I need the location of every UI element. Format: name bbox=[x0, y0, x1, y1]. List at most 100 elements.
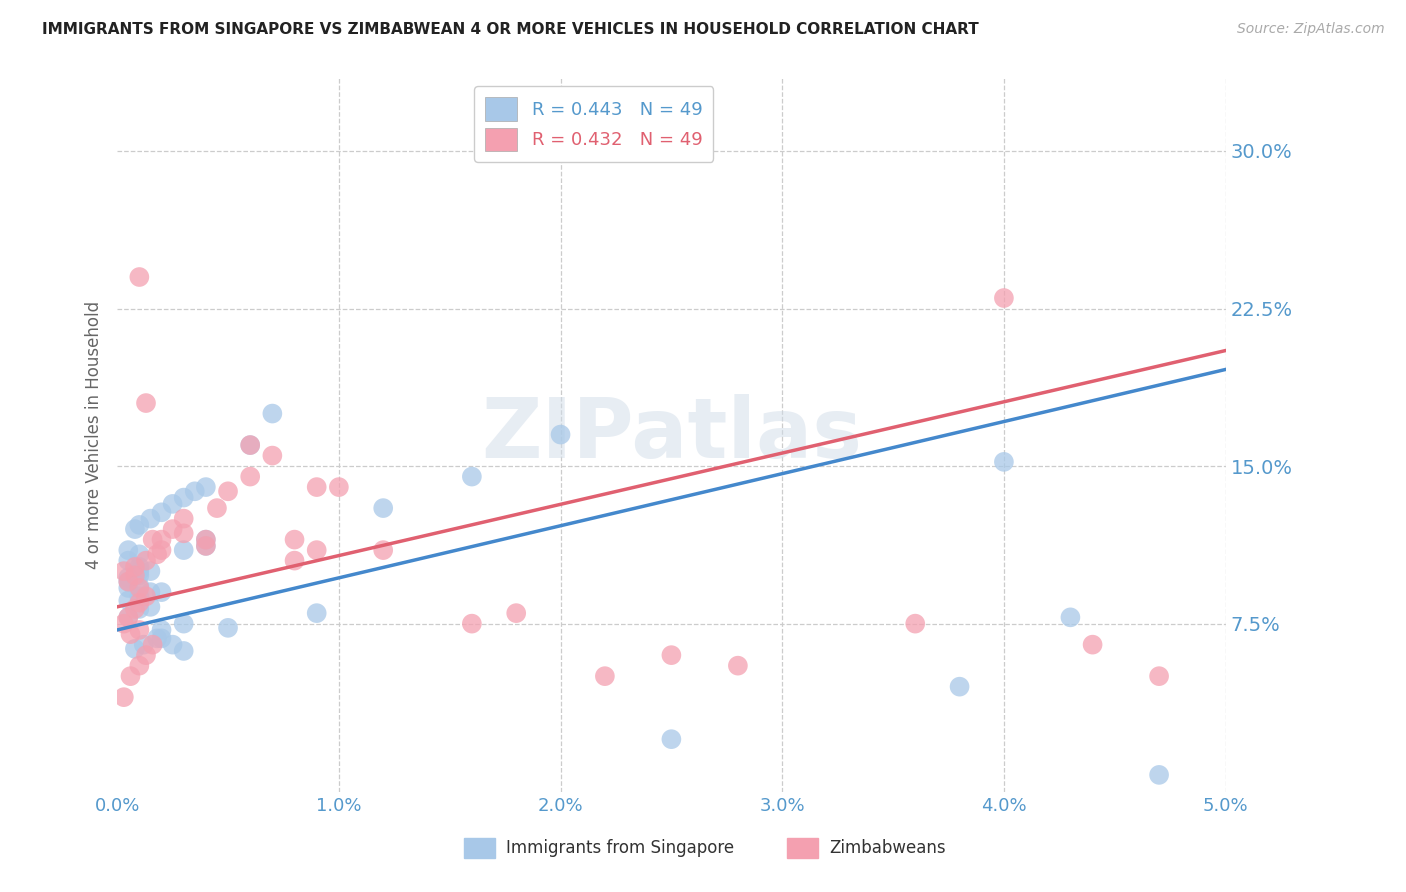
Text: Source: ZipAtlas.com: Source: ZipAtlas.com bbox=[1237, 22, 1385, 37]
Point bbox=[305, 543, 328, 558]
Point bbox=[194, 539, 217, 553]
Point bbox=[239, 438, 262, 452]
Point bbox=[262, 449, 284, 463]
Point bbox=[1147, 669, 1170, 683]
Point bbox=[142, 533, 165, 547]
Point bbox=[128, 623, 150, 637]
Point bbox=[128, 560, 150, 574]
Point bbox=[194, 533, 217, 547]
Point bbox=[162, 497, 184, 511]
Point bbox=[146, 632, 169, 646]
Point bbox=[173, 543, 195, 558]
Point bbox=[283, 533, 305, 547]
Point bbox=[128, 602, 150, 616]
Point bbox=[239, 438, 262, 452]
Text: IMMIGRANTS FROM SINGAPORE VS ZIMBABWEAN 4 OR MORE VEHICLES IN HOUSEHOLD CORRELAT: IMMIGRANTS FROM SINGAPORE VS ZIMBABWEAN … bbox=[42, 22, 979, 37]
Point bbox=[661, 732, 683, 747]
Point bbox=[128, 564, 150, 578]
Point bbox=[117, 610, 139, 624]
Point bbox=[139, 599, 162, 614]
Point bbox=[194, 480, 217, 494]
Point bbox=[373, 501, 395, 516]
Point bbox=[142, 638, 165, 652]
Point bbox=[173, 644, 195, 658]
Point bbox=[283, 553, 305, 567]
Point bbox=[124, 560, 146, 574]
Point bbox=[217, 621, 239, 635]
Point bbox=[173, 616, 195, 631]
Point bbox=[120, 627, 142, 641]
Point bbox=[117, 574, 139, 589]
Point bbox=[1059, 610, 1081, 624]
Point bbox=[194, 539, 217, 553]
Point bbox=[128, 270, 150, 285]
Point bbox=[124, 522, 146, 536]
Point bbox=[194, 533, 217, 547]
Point bbox=[461, 469, 484, 483]
Point bbox=[505, 606, 527, 620]
Point bbox=[128, 547, 150, 561]
Point bbox=[150, 543, 173, 558]
Point bbox=[173, 491, 195, 505]
Text: Immigrants from Singapore: Immigrants from Singapore bbox=[506, 839, 734, 857]
Text: ZIPatlas: ZIPatlas bbox=[481, 394, 862, 475]
Point bbox=[328, 480, 350, 494]
Point bbox=[128, 517, 150, 532]
Point bbox=[373, 543, 395, 558]
Point bbox=[117, 553, 139, 567]
Point bbox=[112, 564, 135, 578]
Point bbox=[128, 581, 150, 595]
Point bbox=[135, 648, 157, 662]
Point bbox=[124, 641, 146, 656]
Point bbox=[661, 648, 683, 662]
Point bbox=[173, 511, 195, 525]
Point bbox=[150, 505, 173, 519]
Point bbox=[117, 593, 139, 607]
Point bbox=[184, 484, 207, 499]
Point bbox=[993, 291, 1015, 305]
Point bbox=[217, 484, 239, 499]
Y-axis label: 4 or more Vehicles in Household: 4 or more Vehicles in Household bbox=[86, 301, 103, 568]
Point bbox=[727, 658, 749, 673]
Point bbox=[1147, 768, 1170, 782]
Point bbox=[112, 616, 135, 631]
Point bbox=[124, 568, 146, 582]
Point bbox=[117, 574, 139, 589]
Point bbox=[128, 579, 150, 593]
Point bbox=[128, 658, 150, 673]
Point bbox=[117, 570, 139, 584]
Point bbox=[139, 564, 162, 578]
Point bbox=[112, 690, 135, 705]
Point bbox=[146, 547, 169, 561]
Point bbox=[1081, 638, 1104, 652]
Point bbox=[904, 616, 927, 631]
Point bbox=[139, 585, 162, 599]
Point bbox=[150, 623, 173, 637]
Point bbox=[150, 533, 173, 547]
Point bbox=[239, 469, 262, 483]
Point bbox=[262, 407, 284, 421]
Point bbox=[205, 501, 228, 516]
Point bbox=[305, 606, 328, 620]
Point bbox=[128, 568, 150, 582]
Point bbox=[117, 610, 139, 624]
Bar bbox=[464, 838, 495, 858]
Point bbox=[117, 581, 139, 595]
Point bbox=[124, 602, 146, 616]
Point bbox=[993, 455, 1015, 469]
Point bbox=[461, 616, 484, 631]
Point bbox=[162, 638, 184, 652]
Point bbox=[173, 526, 195, 541]
Point bbox=[117, 543, 139, 558]
Point bbox=[128, 590, 150, 604]
Point bbox=[593, 669, 616, 683]
Point bbox=[139, 511, 162, 525]
Legend: R = 0.443   N = 49, R = 0.432   N = 49: R = 0.443 N = 49, R = 0.432 N = 49 bbox=[474, 87, 713, 161]
Point bbox=[162, 522, 184, 536]
Point bbox=[135, 553, 157, 567]
Point bbox=[128, 596, 150, 610]
Point bbox=[135, 396, 157, 410]
Point bbox=[132, 638, 155, 652]
Point bbox=[948, 680, 970, 694]
Text: Zimbabweans: Zimbabweans bbox=[830, 839, 946, 857]
